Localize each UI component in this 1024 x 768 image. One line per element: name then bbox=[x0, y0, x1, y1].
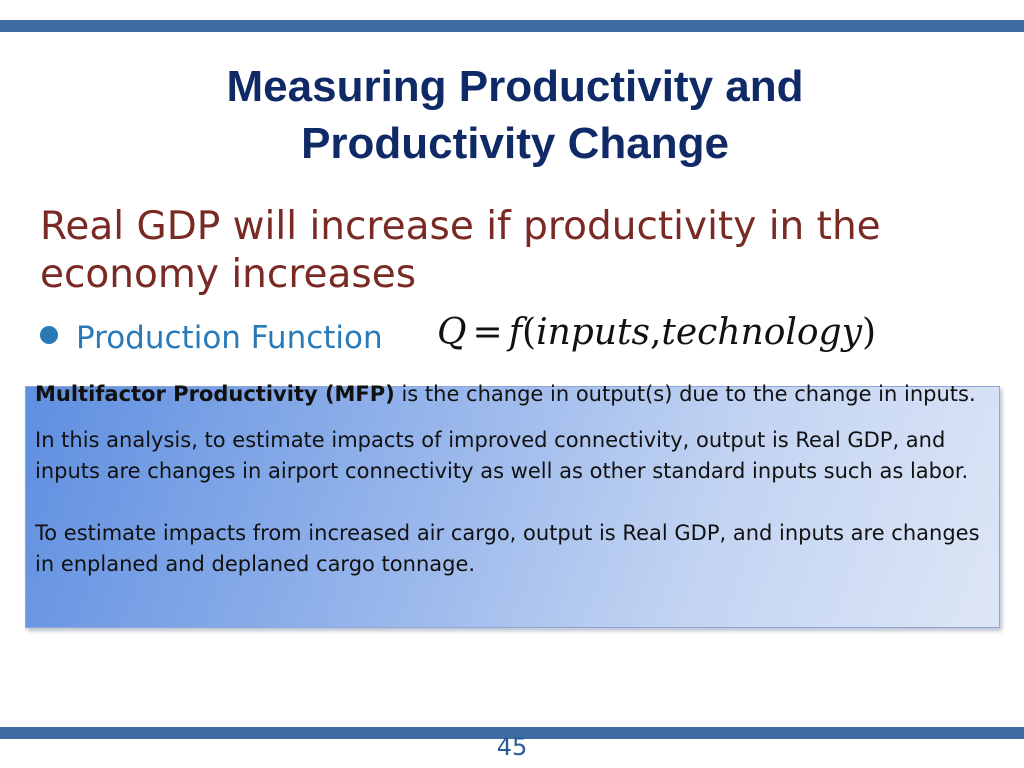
page-number: 45 bbox=[496, 733, 528, 761]
mfp-info-text: Multifactor Productivity (MFP) is the ch… bbox=[35, 379, 995, 580]
mfp-term: Multifactor Productivity (MFP) bbox=[35, 382, 395, 406]
formula-function-symbol: f bbox=[508, 312, 523, 353]
bullet-dot-icon bbox=[40, 326, 58, 344]
bullet-label: Production Function bbox=[76, 320, 383, 356]
mfp-definition: Multifactor Productivity (MFP) is the ch… bbox=[35, 379, 995, 410]
production-function-formula: Q = f(inputs,technology) bbox=[437, 312, 876, 353]
slide-title-line-2: Productivity Change bbox=[301, 119, 729, 168]
headline-line-1: Real GDP will increase if productivity i… bbox=[40, 204, 881, 249]
mfp-info-box bbox=[25, 386, 1000, 628]
formula-inputs: inputs bbox=[536, 312, 650, 353]
bullet-item: Production Function bbox=[40, 314, 383, 362]
bottom-accent-bar bbox=[0, 727, 1024, 739]
formula-close-paren: ) bbox=[861, 312, 876, 353]
top-accent-bar bbox=[0, 20, 1024, 32]
formula-output-symbol: Q bbox=[437, 312, 467, 353]
slide-title-line-1: Measuring Productivity and bbox=[226, 62, 804, 111]
headline: Real GDP will increase if productivity i… bbox=[40, 203, 1000, 299]
cargo-paragraph: To estimate impacts from increased air c… bbox=[35, 521, 980, 576]
formula-technology: technology bbox=[661, 312, 862, 353]
formula-equals: = bbox=[472, 312, 503, 353]
headline-line-2: economy increases bbox=[40, 252, 417, 297]
formula-comma: , bbox=[649, 312, 662, 353]
slide-title: Measuring Productivity and Productivity … bbox=[100, 58, 930, 172]
formula-open-paren: ( bbox=[522, 312, 537, 353]
connectivity-paragraph: In this analysis, to estimate impacts of… bbox=[35, 428, 969, 483]
mfp-definition-text: is the change in output(s) due to the ch… bbox=[394, 382, 976, 406]
